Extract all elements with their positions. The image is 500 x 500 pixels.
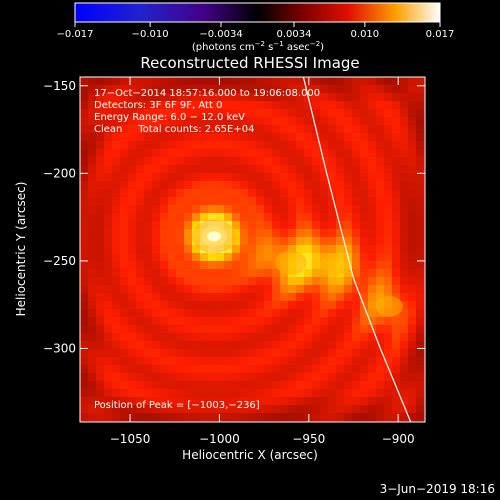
heatmap-image (80, 77, 425, 422)
y-axis-ticks: −150 −200 −250 −300 (43, 79, 425, 355)
x-tick-label: −1000 (199, 432, 240, 446)
x-axis-ticks: −1050 −1000 −950 −900 (110, 77, 415, 446)
info-line-time: 17−Oct−2014 18:57:16.000 to 19:06:08.000 (94, 88, 320, 99)
info-line-detectors: Detectors: 3F 6F 9F, Att 0 (94, 100, 222, 111)
y-axis-label: Heliocentric Y (arcsec) (14, 182, 28, 317)
colorbar: −0.017 −0.010 −0.0034 0.0034 0.010 0.017 (pho… (56, 2, 454, 53)
info-annotations: 17−Oct−2014 18:57:16.000 to 19:06:08.000… (94, 88, 320, 135)
chart-title: Reconstructed RHESSI Image (140, 54, 359, 72)
colorbar-tick-label: −0.017 (56, 29, 93, 40)
colorbar-tick-label: 0.010 (351, 29, 380, 40)
colorbar-units: (photons cm−2 s−1 asec−2) (192, 40, 324, 53)
colorbar-tick-label: −0.0034 (199, 29, 242, 40)
x-tick-label: −950 (292, 432, 325, 446)
info-line-energy: Energy Range: 6.0 − 12.0 keV (94, 112, 245, 123)
emission-peak-center (207, 231, 222, 242)
x-tick-label: −1050 (110, 432, 151, 446)
colorbar-tick-label: −0.010 (132, 29, 169, 40)
info-line-counts: Clean Total counts: 2.65E+04 (94, 124, 254, 135)
emission-source (375, 296, 403, 317)
y-tick-label: −150 (43, 79, 76, 93)
emission-source (275, 250, 307, 275)
y-tick-label: −200 (43, 166, 76, 180)
solar-limb-line (302, 77, 412, 422)
colorbar-tick-label: 0.0034 (277, 29, 312, 40)
y-tick-label: −300 (43, 341, 76, 355)
emission-source (320, 252, 351, 276)
colorbar-ticks: −0.017 −0.010 −0.0034 0.0034 0.010 0.017 (56, 22, 454, 40)
x-axis-label: Heliocentric X (arcsec) (182, 448, 318, 462)
colorbar-gradient (74, 2, 441, 23)
plot-frame (79, 76, 426, 423)
peak-position-label: Position of Peak = [−1003,−236] (94, 400, 260, 411)
x-tick-label: −900 (382, 432, 415, 446)
timestamp: 3−Jun−2019 18:16 (380, 482, 495, 496)
y-tick-label: −250 (43, 254, 76, 268)
colorbar-tick-label: 0.017 (426, 29, 455, 40)
